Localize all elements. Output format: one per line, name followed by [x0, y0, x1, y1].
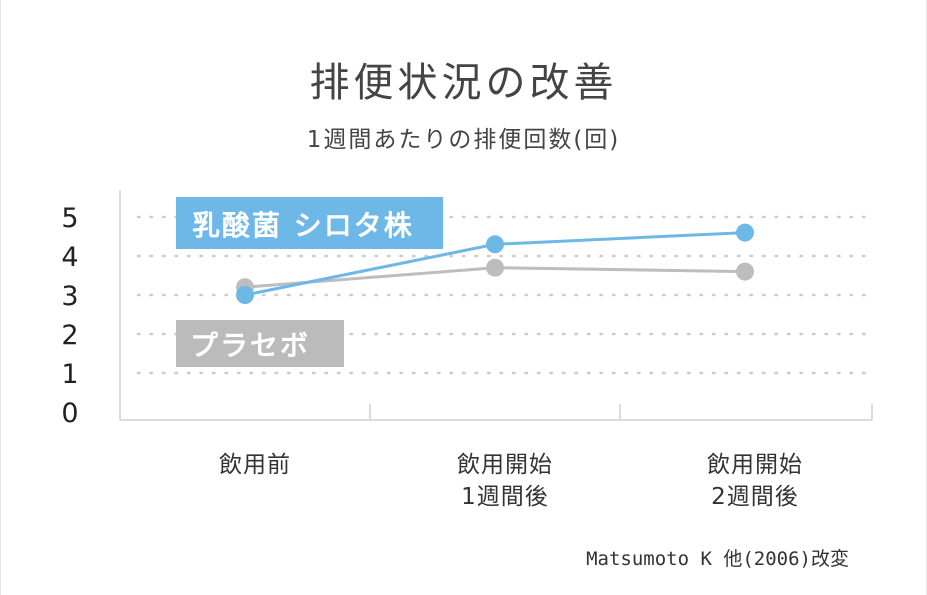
x-tick-label: 飲用開始	[707, 452, 803, 478]
y-tick-label: 1	[61, 359, 78, 390]
y-tick-label: 2	[61, 320, 78, 351]
series-2-point-2	[486, 258, 504, 277]
x-tick-label: 飲用開始	[457, 452, 553, 478]
source-note: Matsumoto K 他(2006)改変	[586, 548, 849, 570]
y-tick-label: 0	[61, 398, 78, 429]
x-tick-label: 1週間後	[461, 484, 549, 510]
x-tick-label: 飲用前	[219, 452, 291, 478]
legend-box-1	[176, 197, 443, 249]
y-tick-label: 5	[61, 203, 78, 234]
series-1-point-3	[736, 223, 754, 242]
series-1-point-1	[236, 286, 254, 304]
y-tick-label: 3	[61, 281, 78, 312]
series-2-point-3	[736, 262, 754, 281]
x-tick-label: 2週間後	[711, 484, 799, 510]
series-1-point-2	[486, 235, 504, 254]
legend-label-2: プラセボ	[190, 329, 310, 362]
chart-subtitle: 1週間あたりの排便回数(回)	[306, 127, 621, 153]
chart-title: 排便状況の改善	[309, 60, 618, 106]
y-tick-label: 4	[61, 242, 78, 273]
legend-box-2	[176, 320, 344, 367]
legend-label-1: 乳酸菌 シロタ株	[192, 209, 414, 242]
